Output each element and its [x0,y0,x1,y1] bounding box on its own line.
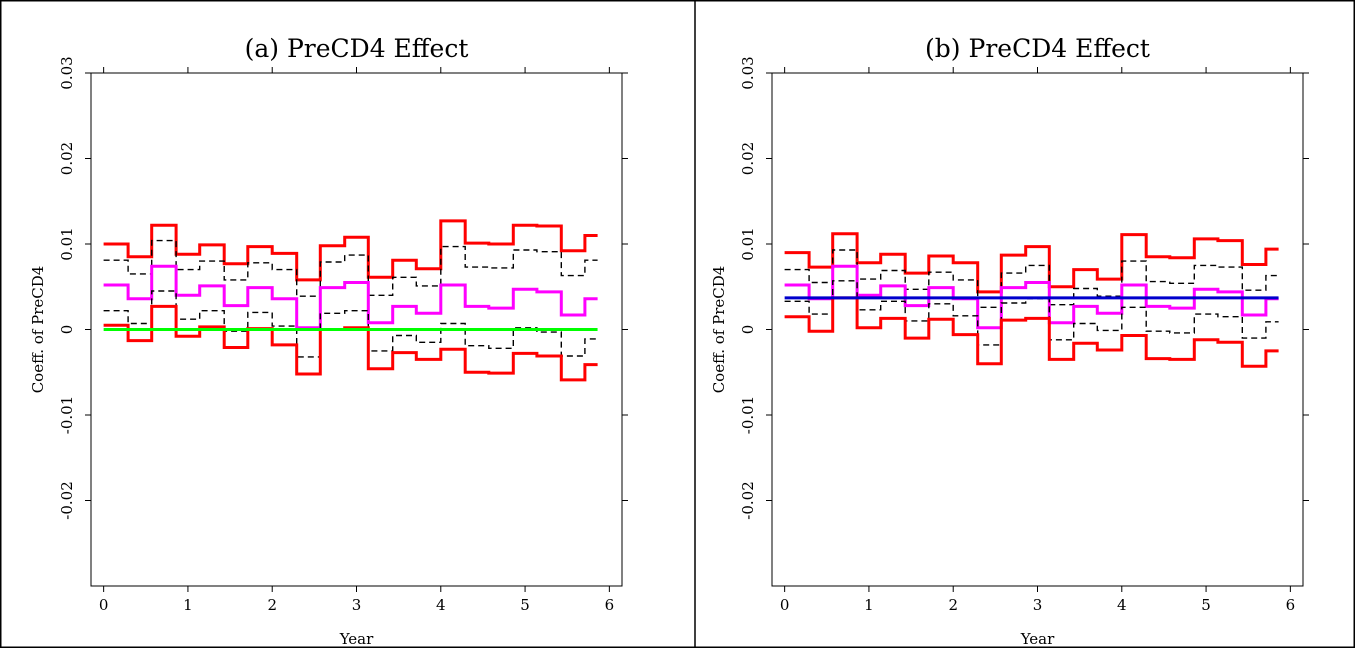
chart-1-y-axis-label: Coeff. of PreCD4 [710,266,728,394]
chart-0-ytick-label: 0 [58,325,76,335]
chart-1-xtick-label: 3 [1033,596,1043,614]
chart-0-ytick-label: 0.03 [58,56,76,89]
chart-0-series-3-line [103,290,598,358]
chart-0-series-2-line [103,264,598,330]
chart-0-panel: (a) PreCD4 Effect 0 1 2 3 4 5 6 -0.02 -0.01 0 0.01 0… [29,34,628,648]
chart-0-ytick-label: 0.02 [58,142,76,175]
chart-0-xtick-label: 3 [352,596,362,614]
chart-0-xtick-label: 1 [183,596,193,614]
chart-0-xtick-label: 5 [520,596,530,614]
chart-1-ytick-label: -0.02 [739,481,757,519]
chart-1-xtick-label: 1 [864,596,874,614]
chart-1-plot-frame [771,72,1304,587]
chart-1-xtick-label: 4 [1117,596,1127,614]
chart-1-series-4-line [784,296,1279,368]
chart-1-panel: (b) PreCD4 Effect 0 1 2 3 4 5 6 -0.02 -0.01 0 0.01 0… [710,34,1309,648]
chart-0-x-axis-label: Year [339,630,374,648]
chart-0-series-4-line [103,304,598,382]
chart-0-ytick-label: 0.01 [58,227,76,260]
chart-1-xtick-label: 2 [948,596,958,614]
chart-0-xtick-label: 4 [436,596,446,614]
chart-1-x-axis-label: Year [1020,630,1055,648]
chart-1-series-0-line [784,232,1279,294]
chart-1-xtick-label: 5 [1201,596,1211,614]
chart-1-ytick-label: 0.03 [739,56,757,89]
chart-1-xtick-label: 6 [1286,596,1296,614]
chart-0-series-0-line [103,219,598,282]
chart-0-xtick-label: 0 [99,596,109,614]
chart-0-series-1-line [103,239,598,297]
chart-0-title: (a) PreCD4 Effect [245,34,469,63]
chart-1-ytick-label: 0.01 [739,227,757,260]
chart-0-xtick-label: 2 [267,596,277,614]
chart-0-ytick-label: -0.02 [58,481,76,519]
chart-1-series-2-line [784,264,1279,330]
chart-0-ytick-label: -0.01 [58,396,76,434]
chart-1-ytick-label: 0 [739,325,757,335]
chart-1-xtick-label: 0 [780,596,790,614]
chart-0-y-axis-label: Coeff. of PreCD4 [29,266,47,394]
chart-1-ytick-label: -0.01 [739,396,757,434]
chart-1-ytick-label: 0.02 [739,142,757,175]
chart-1-title: (b) PreCD4 Effect [925,34,1150,63]
chart-0-xtick-label: 6 [605,596,615,614]
